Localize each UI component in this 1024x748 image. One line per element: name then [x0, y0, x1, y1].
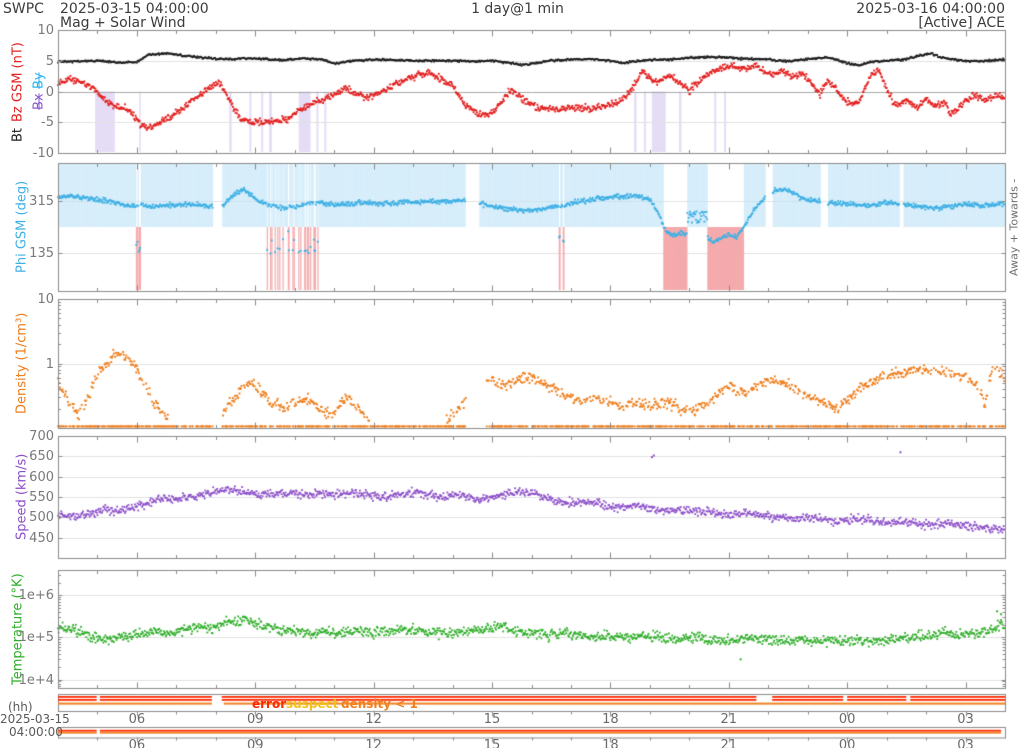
hour-label: 00 [838, 738, 856, 748]
hour-label: 15 [483, 738, 501, 748]
y-tick-label: 550 [29, 490, 54, 505]
satellite-status: [Active] ACE [918, 15, 1005, 31]
y-tick-label: -5 [41, 115, 54, 131]
y-tick-label: 1 [45, 356, 54, 372]
hour-label: 00 [838, 712, 856, 727]
y-tick-label: 1e+4 [18, 672, 54, 688]
y-tick-label: 315 [29, 194, 54, 210]
away-towards-annotation: Away + Towards - [1007, 178, 1021, 276]
footer-time: 04:00:00 [9, 725, 63, 739]
y-tick-label: 500 [29, 510, 54, 526]
suspect-legend-label: suspect [286, 697, 339, 711]
hour-label: 03 [957, 712, 974, 727]
hour-label: 12 [365, 712, 382, 727]
y-tick-label: 1e+6 [18, 588, 54, 604]
hour-label: 09 [247, 738, 264, 748]
resolution-label: 1 day@1 min [471, 1, 564, 17]
y-tick-label: 0 [45, 84, 54, 100]
y-tick-label: -10 [32, 146, 54, 161]
y-tick-label: 135 [29, 245, 54, 261]
y-tick-label: 5 [45, 53, 54, 69]
hour-label: 09 [247, 712, 264, 727]
y-tick-label: 700 [29, 429, 54, 444]
hour-label: 21 [720, 738, 738, 748]
plot-subtitle: Mag + Solar Wind [60, 15, 186, 31]
start-timestamp: 2025-03-15 04:00:00 [60, 1, 209, 17]
y-tick-label: 600 [29, 469, 54, 485]
density-legend-label: density < 1 [341, 697, 418, 711]
y-tick-label: 450 [29, 530, 54, 546]
hour-label: 18 [602, 738, 619, 748]
error-legend-label: error [252, 697, 287, 711]
phi-axis-label: Phi GSM (deg) [14, 180, 30, 274]
hour-label: 06 [128, 738, 146, 748]
y-tick-label: 10 [37, 23, 54, 38]
hour-label: 12 [365, 738, 382, 748]
hour-label: 21 [720, 712, 738, 727]
end-timestamp: 2025-03-16 04:00:00 [856, 1, 1005, 17]
hour-label: 15 [483, 712, 501, 727]
hour-label: 03 [957, 738, 974, 748]
hh-unit-label: (hh) [8, 700, 33, 714]
y-tick-label: 1e+5 [18, 630, 54, 646]
hour-label: 18 [602, 712, 619, 727]
footer-date: 2025-03-15 [0, 712, 70, 726]
y-tick-label: 650 [29, 449, 54, 465]
app-title: SWPC [3, 1, 44, 17]
hour-label: 06 [128, 712, 146, 727]
y-tick-label: 10 [37, 292, 54, 307]
